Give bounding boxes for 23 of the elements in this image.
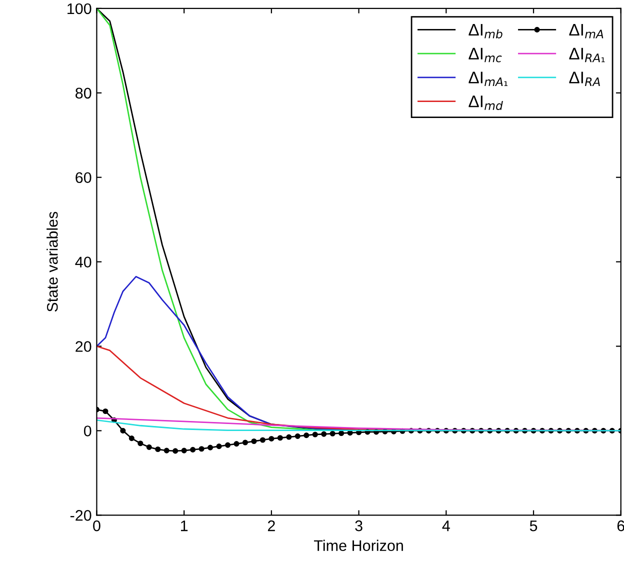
x-axis-title: Time Horizon <box>314 540 403 552</box>
legend-label: ΔI$_{mb}$ <box>468 24 502 38</box>
y-tick-label: 0 <box>84 426 92 436</box>
legend-label: ΔI$_{RA₁}$ <box>569 48 605 62</box>
x-tick-label: 3 <box>355 520 362 532</box>
legend-label: ΔI$_{mA}$ <box>569 24 604 38</box>
x-tick-label: 2 <box>268 520 275 532</box>
y-tick-label: 40 <box>75 256 92 268</box>
x-tick-label: 4 <box>442 520 450 532</box>
x-tick-label: 1 <box>180 520 188 532</box>
legend-label: ΔI$_{md}$ <box>468 96 503 110</box>
x-tick-label: 6 <box>617 520 624 532</box>
y-tick-label: 20 <box>76 341 92 352</box>
legend-label: ΔI$_{mc}$ <box>468 48 502 62</box>
legend-label: ΔI$_{RA}$ <box>569 72 600 86</box>
y-tick-label: 100 <box>68 3 92 14</box>
y-axis-title: State variables <box>46 212 58 312</box>
y-tick-label: -20 <box>70 510 92 521</box>
x-tick-label: 0 <box>93 520 100 532</box>
y-tick-label: 60 <box>76 172 92 184</box>
y-tick-label: 80 <box>76 88 92 99</box>
x-tick-label: 5 <box>530 520 538 532</box>
legend-label: ΔI$_{mA₁}$ <box>468 72 508 86</box>
